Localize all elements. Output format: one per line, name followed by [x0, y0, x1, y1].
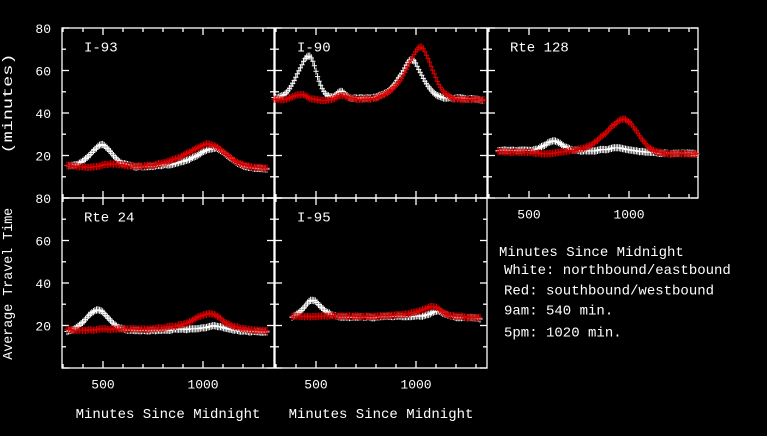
svg-text:White: northbound/eastbound: White: northbound/eastbound	[504, 263, 731, 279]
svg-text:60: 60	[35, 65, 51, 80]
svg-text:Minutes Since Midnight: Minutes Since Midnight	[76, 407, 261, 423]
svg-text:1000: 1000	[613, 208, 644, 223]
svg-text:60: 60	[35, 235, 51, 250]
svg-text:Average Travel Time: Average Travel Time	[1, 208, 17, 360]
svg-text:I-95: I-95	[297, 211, 331, 227]
svg-text:80: 80	[35, 192, 51, 207]
svg-text:Minutes Since Midnight: Minutes Since Midnight	[499, 245, 684, 261]
svg-text:20: 20	[35, 320, 51, 335]
svg-text:5pm: 1020 min.: 5pm: 1020 min.	[504, 326, 622, 342]
svg-text:500: 500	[517, 208, 540, 223]
svg-text:1000: 1000	[400, 378, 431, 393]
svg-text:I-93: I-93	[84, 41, 118, 57]
svg-text:500: 500	[304, 378, 327, 393]
svg-text:1000: 1000	[187, 378, 218, 393]
svg-text:500: 500	[91, 378, 114, 393]
svg-text:Minutes Since Midnight: Minutes Since Midnight	[289, 407, 474, 423]
svg-text:Rte 128: Rte 128	[510, 41, 569, 57]
svg-text:40: 40	[35, 277, 51, 292]
svg-text:Rte 24: Rte 24	[84, 211, 134, 227]
svg-text:Red: southbound/westbound: Red: southbound/westbound	[504, 284, 714, 300]
svg-text:(minutes): (minutes)	[1, 54, 17, 154]
svg-text:80: 80	[35, 22, 51, 37]
svg-text:20: 20	[35, 150, 51, 165]
svg-text:40: 40	[35, 107, 51, 122]
svg-text:9am: 540 min.: 9am: 540 min.	[504, 304, 613, 320]
svg-text:I-90: I-90	[297, 41, 331, 57]
